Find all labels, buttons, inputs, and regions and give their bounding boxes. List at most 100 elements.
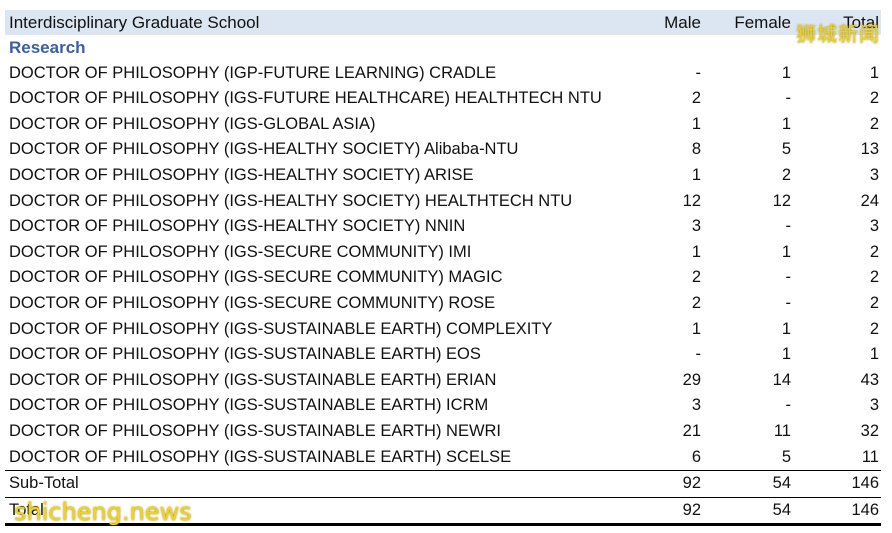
female-count: 14 [772, 370, 791, 389]
male-count: 2 [691, 268, 701, 287]
total-count: 2 [869, 114, 879, 133]
male-count: - [695, 63, 702, 82]
program-name: DOCTOR OF PHILOSOPHY (IGS-SUSTAINABLE EA… [9, 319, 553, 338]
subtotal-label: Sub-Total [9, 474, 79, 493]
table-row: DOCTOR OF PHILOSOPHY (IGP-FUTURE LEARNIN… [5, 61, 881, 87]
male-count: 2 [691, 89, 701, 108]
total-count: 2 [869, 293, 879, 312]
total-count: 2 [869, 89, 879, 108]
table-row: DOCTOR OF PHILOSOPHY (IGS-SUSTAINABLE EA… [5, 393, 881, 419]
table-row: DOCTOR OF PHILOSOPHY (IGS-HEALTHY SOCIET… [5, 137, 881, 163]
subtotal-row: Sub-Total 92 54 146 [5, 470, 881, 497]
table-row: DOCTOR OF PHILOSOPHY (IGS-SUSTAINABLE EA… [5, 419, 881, 445]
total-label: Total [9, 500, 44, 519]
female-count: - [785, 396, 792, 415]
total-count: 32 [860, 421, 879, 440]
male-count: 1 [691, 165, 701, 184]
table-row: DOCTOR OF PHILOSOPHY (IGS-SECURE COMMUNI… [5, 265, 881, 291]
female-count: - [785, 268, 792, 287]
male-count: 2 [691, 293, 701, 312]
female-count: 5 [781, 140, 791, 159]
total-count: 1 [869, 345, 879, 364]
table-row: DOCTOR OF PHILOSOPHY (IGS-SECURE COMMUNI… [5, 240, 881, 266]
total-count: 2 [869, 268, 879, 287]
male-count: 6 [691, 447, 701, 466]
subtotal-male: 92 [682, 474, 701, 493]
table-row: DOCTOR OF PHILOSOPHY (IGS-SUSTAINABLE EA… [5, 342, 881, 368]
male-count: 1 [691, 242, 701, 261]
program-name: DOCTOR OF PHILOSOPHY (IGS-HEALTHY SOCIET… [9, 217, 466, 236]
total-count: 1 [869, 63, 879, 82]
total-count: 2 [869, 319, 879, 338]
total-male: 92 [682, 500, 701, 519]
total-count: 11 [861, 447, 879, 466]
total-count: 43 [860, 370, 879, 389]
table-row: DOCTOR OF PHILOSOPHY (IGS-FUTURE HEALTHC… [5, 86, 881, 112]
section-label: Research [5, 35, 881, 61]
female-count: 1 [781, 114, 791, 133]
total-total: 146 [851, 500, 879, 519]
total-female: 54 [772, 500, 791, 519]
program-name: DOCTOR OF PHILOSOPHY (IGS-SUSTAINABLE EA… [9, 447, 512, 466]
total-count: 24 [860, 191, 879, 210]
female-count: 1 [781, 345, 791, 364]
male-count: 21 [682, 421, 701, 440]
total-row: Total 92 54 146 [5, 496, 881, 527]
female-header: Female [734, 13, 791, 32]
female-count: 1 [781, 63, 791, 82]
male-count: 8 [691, 140, 701, 159]
section-title: Research [9, 38, 86, 57]
total-count: 3 [869, 396, 879, 415]
male-count: - [695, 345, 702, 364]
program-name: DOCTOR OF PHILOSOPHY (IGS-HEALTHY SOCIET… [9, 140, 519, 159]
female-count: 12 [772, 191, 791, 210]
watermark-bottom: shicheng.news [14, 498, 192, 526]
male-count: 3 [691, 396, 701, 415]
watermark-top: 狮城新闻 [796, 22, 880, 46]
table-row: DOCTOR OF PHILOSOPHY (IGS-HEALTHY SOCIET… [5, 189, 881, 215]
program-name: DOCTOR OF PHILOSOPHY (IGS-SUSTAINABLE EA… [9, 345, 481, 364]
table-row: DOCTOR OF PHILOSOPHY (IGS-SUSTAINABLE EA… [5, 368, 881, 394]
table-body: DOCTOR OF PHILOSOPHY (IGP-FUTURE LEARNIN… [5, 61, 881, 471]
female-count: - [785, 293, 792, 312]
enrollment-table: Interdisciplinary Graduate School Male F… [5, 10, 881, 527]
total-count: 13 [860, 140, 879, 159]
table-row: DOCTOR OF PHILOSOPHY (IGS-SECURE COMMUNI… [5, 291, 881, 317]
male-count: 1 [691, 114, 701, 133]
male-count: 12 [682, 191, 701, 210]
program-name: DOCTOR OF PHILOSOPHY (IGS-SUSTAINABLE EA… [9, 396, 489, 415]
program-name: DOCTOR OF PHILOSOPHY (IGS-HEALTHY SOCIET… [9, 191, 573, 210]
subtotal-female: 54 [772, 474, 791, 493]
female-count: 1 [781, 319, 791, 338]
table-row: DOCTOR OF PHILOSOPHY (IGS-SUSTAINABLE EA… [5, 317, 881, 343]
program-name: DOCTOR OF PHILOSOPHY (IGS-SUSTAINABLE EA… [9, 370, 497, 389]
program-name: DOCTOR OF PHILOSOPHY (IGP-FUTURE LEARNIN… [9, 63, 497, 82]
female-count: - [785, 217, 792, 236]
male-count: 1 [691, 319, 701, 338]
female-count: 11 [773, 421, 791, 440]
total-count: 3 [869, 165, 879, 184]
school-title: Interdisciplinary Graduate School [9, 13, 260, 32]
program-name: DOCTOR OF PHILOSOPHY (IGS-SUSTAINABLE EA… [9, 421, 502, 440]
table-header: Interdisciplinary Graduate School Male F… [5, 10, 881, 35]
total-count: 3 [869, 217, 879, 236]
male-count: 29 [682, 370, 701, 389]
table-row: DOCTOR OF PHILOSOPHY (IGS-HEALTHY SOCIET… [5, 163, 881, 189]
program-name: DOCTOR OF PHILOSOPHY (IGS-SECURE COMMUNI… [9, 242, 472, 261]
female-count: 1 [781, 242, 791, 261]
male-header: Male [664, 13, 701, 32]
program-name: DOCTOR OF PHILOSOPHY (IGS-GLOBAL ASIA) [9, 114, 376, 133]
female-count: 2 [781, 165, 791, 184]
subtotal-total: 146 [851, 474, 879, 493]
table-row: DOCTOR OF PHILOSOPHY (IGS-SUSTAINABLE EA… [5, 445, 881, 471]
male-count: 3 [691, 217, 701, 236]
program-name: DOCTOR OF PHILOSOPHY (IGS-SECURE COMMUNI… [9, 293, 496, 312]
female-count: 5 [781, 447, 791, 466]
program-name: DOCTOR OF PHILOSOPHY (IGS-SECURE COMMUNI… [9, 268, 503, 287]
program-name: DOCTOR OF PHILOSOPHY (IGS-FUTURE HEALTHC… [9, 89, 602, 108]
table-row: DOCTOR OF PHILOSOPHY (IGS-HEALTHY SOCIET… [5, 214, 881, 240]
total-header: Total [843, 13, 879, 32]
program-name: DOCTOR OF PHILOSOPHY (IGS-HEALTHY SOCIET… [9, 165, 474, 184]
female-count: - [785, 89, 792, 108]
table-row: DOCTOR OF PHILOSOPHY (IGS-GLOBAL ASIA) 1 1… [5, 112, 881, 138]
